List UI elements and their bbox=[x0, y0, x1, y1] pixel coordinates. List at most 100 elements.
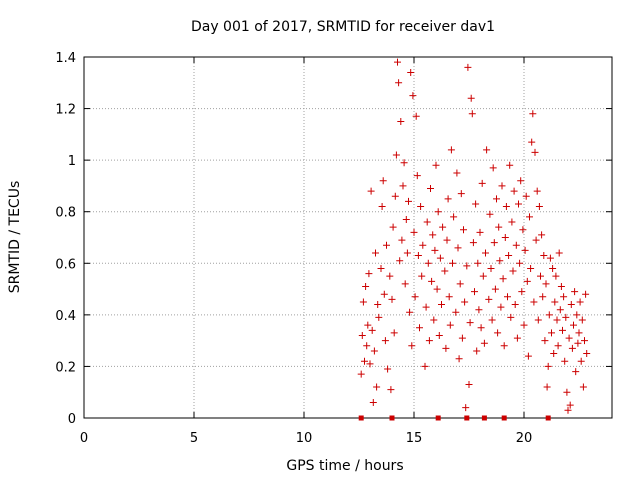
y-axis-label: SRMTID / TECUs bbox=[7, 181, 23, 294]
data-point bbox=[431, 246, 439, 254]
data-point bbox=[548, 329, 555, 337]
data-point bbox=[485, 295, 493, 303]
data-point bbox=[386, 272, 394, 280]
data-point bbox=[572, 368, 580, 376]
data-point bbox=[363, 342, 371, 350]
data-point bbox=[494, 329, 502, 337]
data-point bbox=[479, 272, 487, 280]
data-point bbox=[555, 249, 563, 257]
data-point bbox=[373, 383, 381, 391]
data-point bbox=[522, 192, 530, 200]
data-point bbox=[412, 112, 420, 120]
data-point bbox=[475, 306, 483, 314]
data-point bbox=[544, 362, 552, 370]
data-point bbox=[577, 357, 585, 365]
data-point bbox=[552, 272, 560, 280]
data-point bbox=[367, 187, 375, 195]
x-axis-label: GPS time / hours bbox=[286, 458, 403, 474]
data-point bbox=[359, 298, 367, 306]
data-point bbox=[471, 288, 478, 296]
x-tick-label: 10 bbox=[296, 431, 313, 446]
data-point bbox=[357, 370, 365, 378]
y-tick-label: 0.2 bbox=[55, 360, 76, 375]
data-point bbox=[513, 334, 521, 342]
data-point bbox=[509, 267, 517, 275]
data-point bbox=[358, 331, 366, 339]
data-point bbox=[455, 355, 463, 363]
data-point bbox=[511, 301, 519, 309]
data-point bbox=[508, 218, 516, 226]
data-point bbox=[388, 295, 396, 303]
data-point-marker bbox=[545, 415, 551, 421]
data-point bbox=[462, 404, 470, 412]
data-point-marker bbox=[481, 415, 487, 421]
data-point bbox=[466, 319, 474, 327]
data-point bbox=[535, 203, 543, 211]
data-point bbox=[579, 383, 587, 391]
data-point bbox=[527, 264, 535, 272]
data-point bbox=[387, 386, 395, 394]
data-point bbox=[540, 252, 548, 260]
data-point bbox=[543, 383, 551, 391]
data-point bbox=[464, 63, 472, 71]
data-point bbox=[435, 331, 443, 339]
y-tick-label: 1.4 bbox=[55, 51, 76, 66]
data-point bbox=[567, 301, 575, 309]
data-point bbox=[434, 208, 442, 216]
data-point bbox=[504, 293, 511, 301]
data-point bbox=[375, 313, 383, 321]
data-point bbox=[532, 236, 540, 244]
data-point bbox=[518, 288, 526, 296]
data-point bbox=[449, 259, 456, 267]
data-point bbox=[443, 236, 451, 244]
plot-area-frame bbox=[83, 56, 613, 419]
data-point bbox=[391, 192, 399, 200]
data-point bbox=[424, 259, 432, 267]
y-tick-label: 0.8 bbox=[55, 206, 76, 221]
data-point bbox=[403, 249, 411, 257]
data-points bbox=[357, 58, 591, 421]
data-point bbox=[563, 388, 571, 396]
data-point-marker bbox=[435, 415, 441, 421]
data-point bbox=[428, 277, 436, 285]
data-point bbox=[477, 324, 485, 332]
data-point bbox=[384, 365, 392, 373]
data-point bbox=[486, 210, 494, 218]
data-point bbox=[370, 347, 378, 355]
data-point bbox=[553, 316, 561, 324]
data-point bbox=[530, 298, 538, 306]
data-point bbox=[461, 298, 469, 306]
data-point bbox=[557, 282, 565, 290]
data-point bbox=[411, 293, 419, 301]
data-point bbox=[515, 200, 522, 208]
data-point bbox=[501, 234, 509, 241]
x-tick-label: 5 bbox=[190, 431, 198, 446]
data-point bbox=[546, 254, 554, 262]
x-tick-label: 0 bbox=[80, 431, 88, 446]
data-point bbox=[512, 241, 520, 249]
data-point bbox=[551, 298, 559, 306]
data-point bbox=[488, 316, 496, 324]
data-point bbox=[419, 241, 427, 249]
data-point bbox=[418, 272, 426, 280]
data-point bbox=[436, 254, 444, 262]
data-point-marker bbox=[389, 415, 395, 421]
data-point bbox=[578, 316, 586, 324]
data-point bbox=[480, 339, 488, 347]
data-point bbox=[444, 195, 452, 203]
x-tick-label: 15 bbox=[406, 431, 423, 446]
data-point bbox=[523, 277, 531, 285]
data-point bbox=[562, 313, 570, 321]
data-point bbox=[581, 337, 588, 345]
data-point bbox=[571, 288, 579, 296]
data-point bbox=[427, 185, 434, 193]
x-axis-ticks: 0 5 10 15 20 bbox=[80, 57, 532, 446]
data-point bbox=[554, 342, 562, 350]
data-point bbox=[568, 344, 576, 352]
data-point bbox=[468, 110, 476, 118]
data-point bbox=[414, 252, 422, 260]
data-point bbox=[476, 228, 484, 236]
data-point bbox=[582, 290, 590, 298]
data-point bbox=[517, 177, 525, 185]
